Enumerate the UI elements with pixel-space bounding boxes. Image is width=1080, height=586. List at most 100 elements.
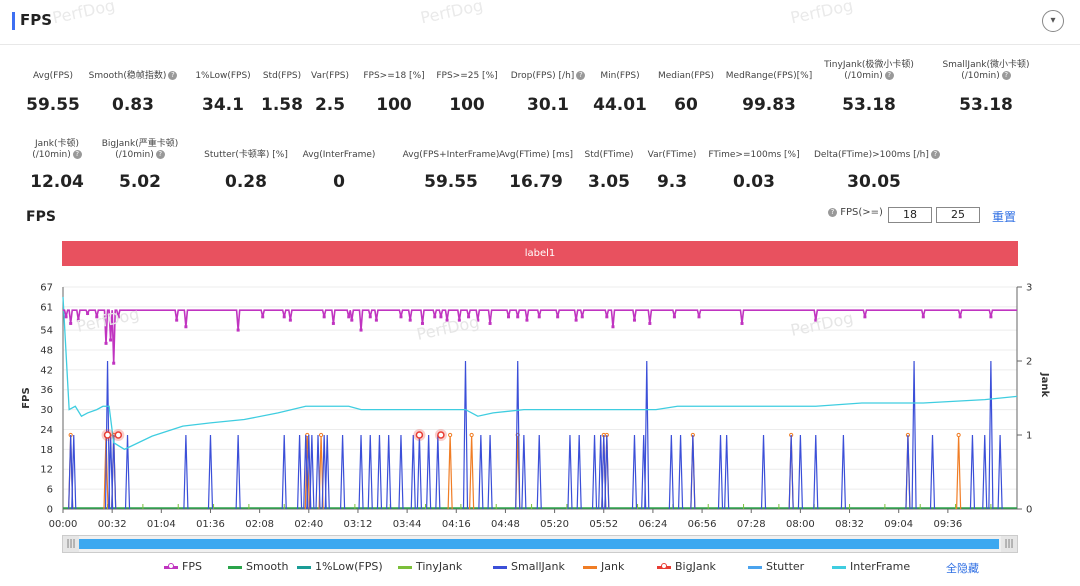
collapse-chevron-icon[interactable]: ▾ [1042,10,1064,32]
jank-point[interactable] [469,432,474,438]
jank-spike[interactable] [447,434,453,510]
bigjank-point[interactable] [114,431,123,439]
smalljank-spike[interactable] [296,434,303,510]
fps-dip-marker[interactable] [408,318,412,322]
legend-item-1-low-fps-[interactable]: 1%Low(FPS) [297,560,383,573]
help-icon[interactable]: ? [884,71,894,80]
scroll-handle-right-icon[interactable]: ||| [1001,536,1017,552]
legend-item-stutter[interactable]: Stutter [748,560,804,573]
legend-item-interframe[interactable]: InterFrame [832,560,910,573]
fps-dip-marker[interactable] [574,318,578,322]
smalljank-spike[interactable] [367,434,373,510]
smalljank-spike[interactable] [536,434,542,510]
fps-dip-marker[interactable] [322,315,326,319]
smalljank-spike[interactable] [183,434,189,510]
smalljank-spike[interactable] [567,434,573,510]
bigjank-point[interactable] [103,431,112,439]
fps-dip-marker[interactable] [261,315,265,319]
fps-dip-marker[interactable] [580,315,584,319]
fps-threshold-input-1[interactable]: 18 [888,207,932,223]
help-icon[interactable]: ? [168,71,178,80]
fps-dip-marker[interactable] [104,341,108,345]
smalljank-spike[interactable] [515,360,521,510]
smalljank-spike[interactable] [724,434,730,510]
smalljank-spike[interactable] [969,434,976,510]
smalljank-spike[interactable] [604,434,610,510]
hide-all-button[interactable]: 全隐藏 [946,562,979,575]
smalljank-spike[interactable] [591,434,598,510]
smalljank-spike[interactable] [988,360,994,510]
smalljank-spike[interactable] [281,434,287,510]
smalljank-spike[interactable] [929,434,936,510]
smalljank-spike[interactable] [104,360,111,510]
bigjank-point[interactable] [415,431,424,439]
fps-dip-marker[interactable] [648,321,652,325]
fps-dip-marker[interactable] [420,321,424,325]
fps-dip-marker[interactable] [374,318,378,322]
fps-threshold-input-2[interactable]: 25 [936,207,980,223]
legend-item-smooth[interactable]: Smooth [228,560,288,573]
fps-dip-marker[interactable] [433,315,437,319]
smalljank-spike[interactable] [760,434,767,510]
smalljank-spike[interactable] [521,434,527,510]
fps-dip-marker[interactable] [368,315,372,319]
smalljank-spike[interactable] [315,434,321,510]
fps-dip-marker[interactable] [605,315,609,319]
legend-item-smalljank[interactable]: SmallJank [493,560,565,573]
label-band[interactable]: label1 [62,241,1018,266]
smalljank-spike[interactable] [416,434,423,510]
smalljank-spike[interactable] [71,434,77,510]
smalljank-spike[interactable] [207,434,214,510]
scroll-range-fill[interactable] [79,539,999,549]
smalljank-spike[interactable] [788,434,794,510]
fps-dip-marker[interactable] [76,318,80,322]
smalljank-spike[interactable] [478,434,484,510]
fps-dip-marker[interactable] [331,321,335,325]
fps-dip-marker[interactable] [632,318,636,322]
smalljank-spike[interactable] [813,434,819,510]
fps-dip-marker[interactable] [611,325,615,329]
smalljank-spike[interactable] [235,434,241,510]
fps-dip-marker[interactable] [537,315,541,319]
smalljank-spike[interactable] [690,434,696,510]
fps-dip-marker[interactable] [116,315,120,319]
series-fps[interactable] [63,309,1017,364]
fps-dip-marker[interactable] [86,312,90,316]
series-interframe[interactable] [62,296,1018,451]
smalljank-spike[interactable] [124,434,131,510]
fps-dip-marker[interactable] [457,318,461,322]
fps-dip-marker[interactable] [488,321,492,325]
fps-dip-marker[interactable] [814,318,818,322]
scroll-handle-left-icon[interactable]: ||| [63,536,79,552]
fps-dip-marker[interactable] [467,315,471,319]
fps-dip-marker[interactable] [525,318,529,322]
help-icon[interactable]: ? [828,207,837,217]
fps-dip-marker[interactable] [184,325,188,329]
fps-dip-marker[interactable] [109,338,113,342]
smalljank-spike[interactable] [840,434,847,510]
help-icon[interactable]: ? [1001,71,1011,80]
fps-dip-marker[interactable] [347,315,351,319]
smalljank-spike[interactable] [668,434,674,510]
smalljank-spike[interactable] [797,434,803,510]
jank-point[interactable] [448,432,453,438]
fps-dip-marker[interactable] [282,315,286,319]
help-icon[interactable]: ? [930,150,940,159]
smalljank-spike[interactable] [905,434,911,510]
smalljank-spike[interactable] [111,434,117,510]
fps-dip-marker[interactable] [288,318,292,322]
fps-dip-marker[interactable] [236,328,240,332]
fps-dip-marker[interactable] [556,315,560,319]
smalljank-spike[interactable] [376,434,383,510]
fps-dip-marker[interactable] [697,315,701,319]
smalljank-spike[interactable] [717,434,724,510]
fps-dip-marker[interactable] [958,315,962,319]
smalljank-spike[interactable] [410,434,416,510]
smalljank-spike[interactable] [339,434,346,510]
smalljank-spike[interactable] [576,434,582,510]
jank-point[interactable] [318,432,324,438]
fps-dip-marker[interactable] [95,315,99,319]
smalljank-spike[interactable] [324,434,330,510]
smalljank-spike[interactable] [487,434,493,510]
